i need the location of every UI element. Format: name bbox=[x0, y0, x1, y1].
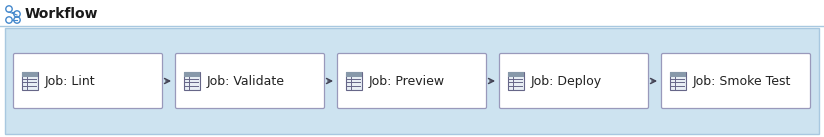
FancyBboxPatch shape bbox=[346, 72, 362, 90]
Text: Workflow: Workflow bbox=[25, 7, 99, 21]
FancyBboxPatch shape bbox=[338, 54, 486, 109]
Text: Job: Validate: Job: Validate bbox=[207, 75, 285, 88]
Text: Job: Smoke Test: Job: Smoke Test bbox=[693, 75, 791, 88]
Text: Job: Preview: Job: Preview bbox=[369, 75, 445, 88]
FancyBboxPatch shape bbox=[184, 72, 200, 76]
FancyBboxPatch shape bbox=[508, 72, 524, 90]
FancyBboxPatch shape bbox=[5, 28, 819, 134]
Text: Job: Lint: Job: Lint bbox=[45, 75, 96, 88]
FancyBboxPatch shape bbox=[670, 72, 686, 90]
Text: Job: Deploy: Job: Deploy bbox=[531, 75, 602, 88]
FancyBboxPatch shape bbox=[662, 54, 811, 109]
FancyBboxPatch shape bbox=[499, 54, 648, 109]
FancyBboxPatch shape bbox=[508, 72, 524, 76]
FancyBboxPatch shape bbox=[346, 72, 362, 76]
FancyBboxPatch shape bbox=[13, 54, 162, 109]
FancyBboxPatch shape bbox=[22, 72, 38, 90]
FancyBboxPatch shape bbox=[176, 54, 325, 109]
FancyBboxPatch shape bbox=[184, 72, 200, 90]
FancyBboxPatch shape bbox=[670, 72, 686, 76]
FancyBboxPatch shape bbox=[22, 72, 38, 76]
